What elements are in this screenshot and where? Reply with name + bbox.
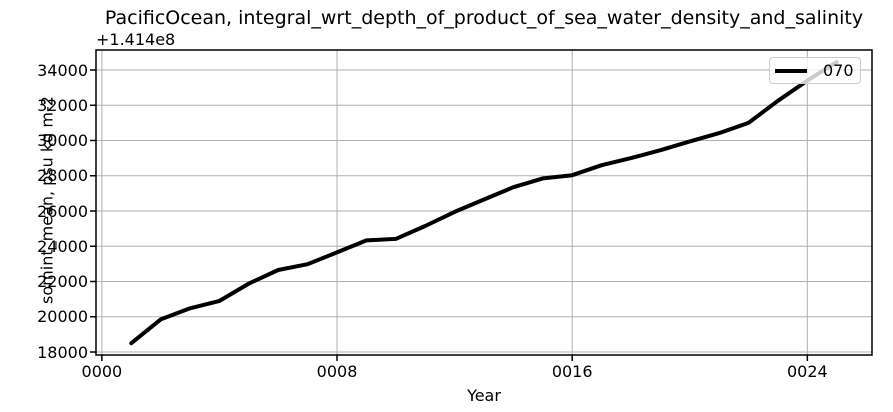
x-tick-label: 0008 [316,362,358,381]
y-tick-label: 30000 [37,131,88,150]
legend-entry-label: 070 [823,60,854,80]
y-tick-label: 32000 [37,95,88,115]
y-tick-label: 18000 [37,342,88,362]
legend: 070 [769,57,861,84]
x-tick-label: 0000 [81,362,123,381]
y-tick-label: 20000 [37,307,88,327]
y-tick-label: 22000 [37,272,88,291]
y-tick-label: 26000 [37,201,88,221]
x-tick-label: 0024 [786,362,828,381]
x-axis-label: Year [467,386,501,405]
y-tick-label: 24000 [37,236,88,256]
y-tick-label: 28000 [37,166,88,186]
y-axis-offset-text: +1.414e8 [96,30,176,49]
legend-line-swatch [775,68,807,73]
chart-title: PacificOcean, integral_wrt_depth_of_prod… [104,7,864,29]
y-tick-label: 34000 [37,60,88,80]
x-tick-label: 0016 [551,362,593,381]
